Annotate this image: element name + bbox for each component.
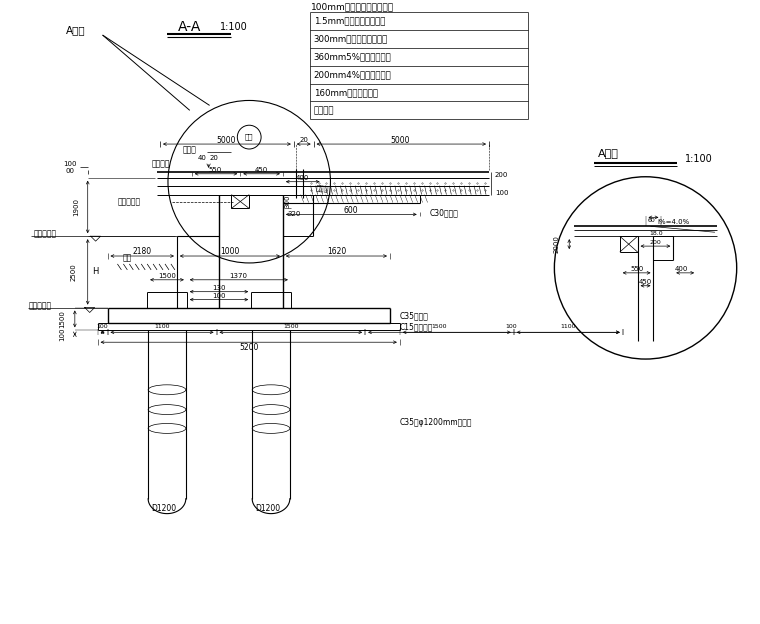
Text: 5200: 5200 [239,343,258,352]
Text: 1370: 1370 [230,273,247,279]
Text: 300mm厚钢筋混凝土搭板: 300mm厚钢筋混凝土搭板 [314,34,388,44]
Text: 桥面标高: 桥面标高 [152,159,170,168]
Text: 200: 200 [650,240,661,245]
Text: 2500: 2500 [71,263,77,281]
Text: 100: 100 [59,328,65,341]
Text: 20: 20 [209,155,218,161]
Text: D1200: D1200 [151,504,176,513]
Text: C35砼φ1200mm钻孔桩: C35砼φ1200mm钻孔桩 [400,418,472,427]
Text: 40: 40 [197,155,206,161]
Text: A大样: A大样 [66,25,86,35]
Text: 160mm级配碎石垫层: 160mm级配碎石垫层 [314,88,378,97]
Text: 5000: 5000 [390,135,410,145]
Text: 轴号: 轴号 [245,134,254,140]
Text: 20: 20 [299,137,308,143]
Text: 铺筑区: 铺筑区 [315,185,329,192]
Text: 1500: 1500 [432,324,447,329]
Text: 100: 100 [63,161,77,167]
Text: 1620: 1620 [327,246,346,256]
Text: 400: 400 [675,266,688,272]
Text: 60: 60 [648,218,655,223]
Text: 2000: 2000 [553,235,559,253]
Text: 550: 550 [630,266,643,272]
Text: A大样: A大样 [598,148,619,158]
Text: 桥台顶标高: 桥台顶标高 [33,230,56,239]
Text: C15素砼垫层: C15素砼垫层 [400,323,433,331]
Text: 1100: 1100 [154,324,169,329]
Text: A-A: A-A [178,20,201,34]
Text: 1:100: 1:100 [220,22,247,32]
Text: 600: 600 [344,206,359,215]
Text: 分界线: 分界线 [183,145,197,155]
Text: 100: 100 [505,324,517,329]
Text: 1000: 1000 [220,246,239,256]
Text: 承台顶标高: 承台顶标高 [28,301,52,310]
Text: 1900: 1900 [73,198,79,216]
Text: 1500: 1500 [283,324,299,329]
Text: 100: 100 [97,324,109,329]
Text: 100: 100 [495,190,508,195]
Text: 200mm4%水泥稳定石屑: 200mm4%水泥稳定石屑 [314,70,391,79]
Text: i%=4.0%: i%=4.0% [657,219,689,225]
Text: 18.0: 18.0 [650,231,663,236]
Text: C35砼承台: C35砼承台 [400,311,429,320]
Text: 支座中心线: 支座中心线 [118,197,141,206]
Text: 填方: 填方 [122,253,131,263]
Text: 200: 200 [495,172,508,178]
Text: 1100: 1100 [561,324,576,329]
Text: 360mm5%水泥稳定碎石: 360mm5%水泥稳定碎石 [314,52,391,61]
Text: 550: 550 [209,167,222,173]
Text: 回填石屑: 回填石屑 [314,106,334,115]
Text: C30砼枕梁: C30砼枕梁 [429,208,458,217]
Text: 1500: 1500 [158,273,176,279]
Text: 5000: 5000 [217,135,236,145]
Text: 1500: 1500 [59,310,65,328]
Text: 450: 450 [255,167,268,173]
Text: 100mm厚沥青混凝土铺装层: 100mm厚沥青混凝土铺装层 [311,2,394,11]
Text: 1.5mm厚聚氨酯防水涂料: 1.5mm厚聚氨酯防水涂料 [314,17,385,26]
Text: 100: 100 [212,293,225,299]
Text: 2180: 2180 [133,246,152,256]
Text: 400: 400 [296,175,309,181]
Text: 450: 450 [639,279,652,285]
Text: D1200: D1200 [255,504,280,513]
Text: H: H [92,267,98,276]
Text: 00: 00 [65,168,74,174]
Text: 130: 130 [212,285,225,291]
Text: 300: 300 [285,195,291,208]
Text: 320: 320 [288,212,301,217]
Text: 1:100: 1:100 [686,154,713,164]
